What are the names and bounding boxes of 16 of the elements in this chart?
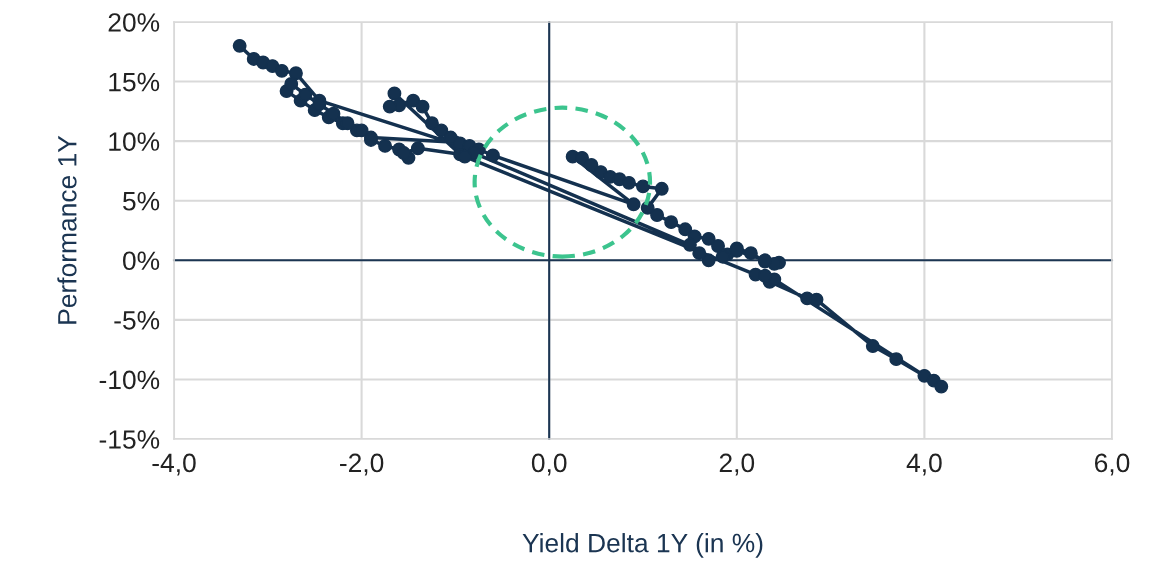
x-axis-title: Yield Delta 1Y (in %) (522, 533, 763, 558)
x-tick-label: 2,0 (719, 453, 755, 476)
x-tick-label: 6,0 (1095, 453, 1130, 476)
y-tick-label: -15% (99, 430, 160, 449)
y-tick-label: 15% (109, 72, 160, 92)
x-tick-label: -4,0 (152, 453, 196, 476)
y-tick-label: 0% (123, 251, 160, 271)
y-tick-label: -10% (99, 370, 160, 390)
y-tick-label: -5% (114, 311, 160, 330)
y-tick-label: 20% (108, 13, 160, 32)
y-axis-title: Performance 1Y (57, 135, 77, 324)
x-tick-label: 4,0 (906, 453, 942, 476)
x-tick-label: -2,0 (340, 453, 384, 476)
y-tick-label: 5% (123, 191, 160, 211)
y-tick-label: 10% (109, 132, 160, 151)
x-tick-label: 0,0 (531, 453, 567, 476)
